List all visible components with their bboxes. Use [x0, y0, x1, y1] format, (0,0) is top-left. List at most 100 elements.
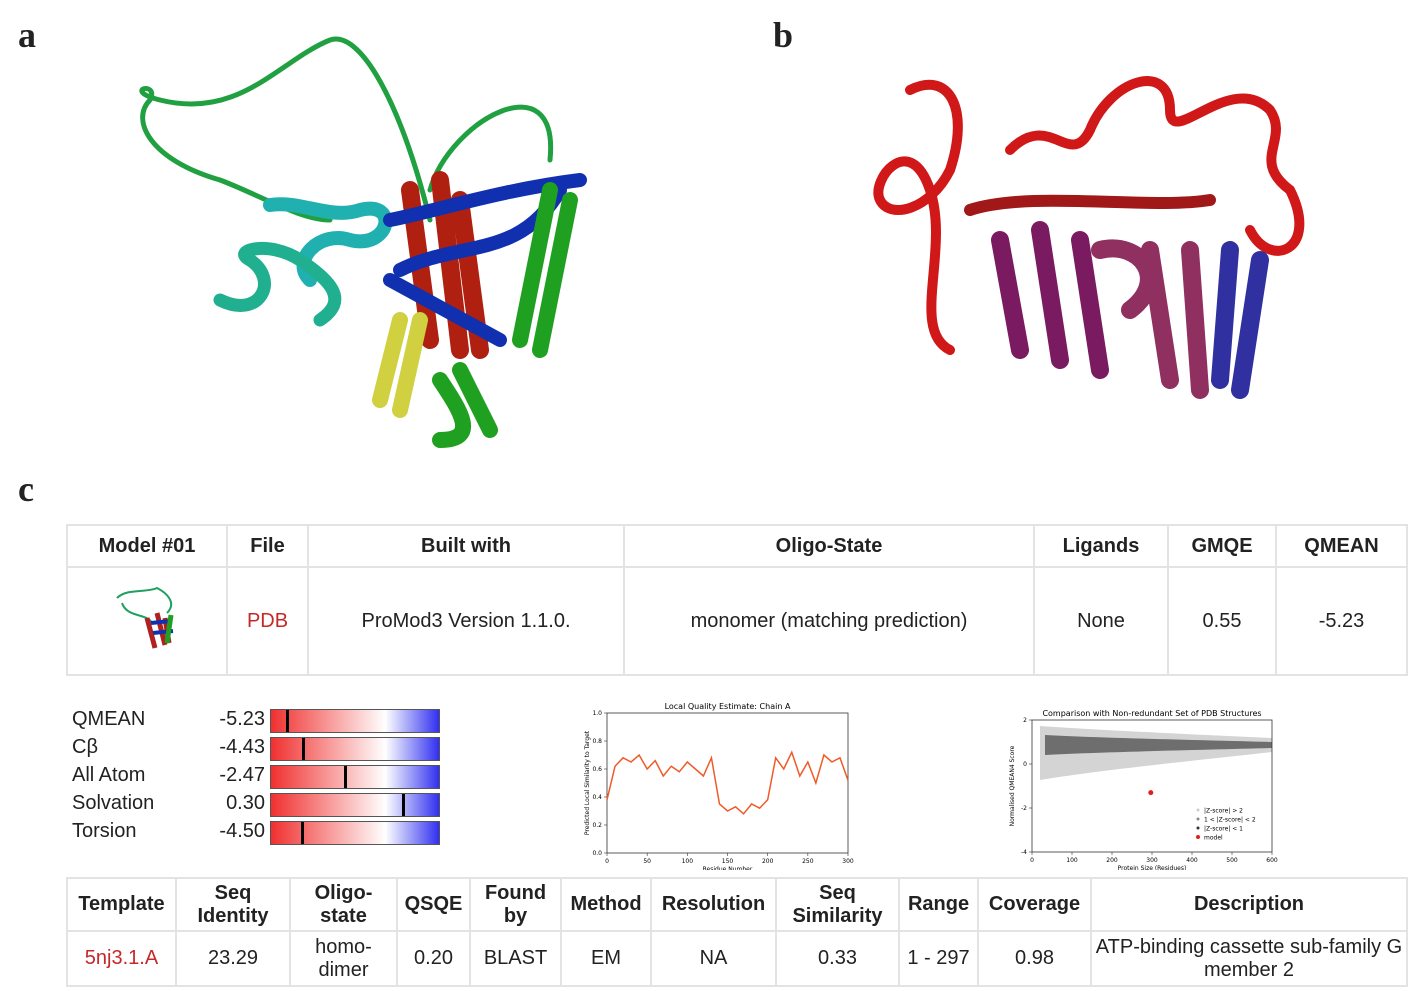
cell: 0.98 [977, 930, 1092, 987]
score-marker [401, 794, 405, 816]
legend-marker [1196, 817, 1200, 821]
cell: BLAST [469, 930, 562, 987]
score-name: Cβ [72, 736, 98, 758]
score-bar [270, 765, 440, 789]
template-table: Template Seq Identity Oligo-state QSQE Found… [66, 877, 1408, 987]
cell: 0.20 [396, 930, 471, 987]
plot-frame [606, 712, 849, 854]
score-name: Solvation [72, 792, 155, 814]
model-point [1148, 790, 1154, 796]
header-cell: Resolution [650, 877, 777, 932]
score-marker [343, 766, 347, 788]
y-tick-label: 2 [1023, 717, 1027, 724]
score-bar [270, 793, 440, 817]
header-cell: GMQE [1167, 524, 1277, 568]
cell: ATP-binding cassette sub-family G member… [1090, 930, 1408, 987]
x-tick-label: 100 [1066, 857, 1078, 864]
header-cell: Oligo-state [289, 877, 398, 932]
cell: EM [560, 930, 652, 987]
header-cell: File [226, 524, 309, 568]
x-tick-label: 300 [1146, 857, 1158, 864]
x-tick-label: 0 [1030, 857, 1034, 864]
cell: 1 - 297 [898, 930, 979, 987]
y-axis-label: Normalised QMEAN4 Score [1009, 745, 1016, 826]
cell: 0.55 [1167, 566, 1277, 676]
model-table: Model #01 File Built with Oligo-State Ligand… [66, 524, 1408, 676]
cell: monomer (matching prediction) [623, 566, 1035, 676]
y-tick-label: 0 [1023, 761, 1027, 768]
cell: PDB [226, 566, 309, 676]
x-tick-label: 500 [1226, 857, 1238, 864]
y-tick-label: -2 [1021, 805, 1027, 812]
x-tick-label: 0 [605, 858, 609, 865]
y-tick-label: -4 [1021, 849, 1027, 856]
score-band-outer [1040, 726, 1272, 780]
cell: NA [650, 930, 777, 987]
x-tick-label: 100 [682, 858, 694, 865]
header-cell: Model #01 [66, 524, 228, 568]
header-cell: Description [1090, 877, 1408, 932]
cell: homo-dimer [289, 930, 398, 987]
score-name: QMEAN [72, 708, 146, 730]
x-tick-label: 300 [842, 858, 854, 865]
y-axis-label: Predicted Local Similarity to Target [584, 730, 591, 835]
header-cell: Built with [307, 524, 625, 568]
plot-title: Comparison with Non-redundant Set of PDB… [1042, 709, 1261, 718]
score-value: -4.43 [219, 736, 265, 758]
legend-label: |Z-score| < 1 [1204, 826, 1243, 833]
legend-label: |Z-score| > 2 [1204, 808, 1243, 815]
header-cell: Template [66, 877, 177, 932]
header-cell: Range [898, 877, 979, 932]
y-tick-label: 1.0 [592, 710, 602, 717]
legend-marker [1196, 826, 1200, 830]
y-tick-label: 0.2 [592, 822, 602, 829]
structure-b [873, 76, 1305, 399]
score-marker [302, 738, 306, 760]
cell: ProMod3 Version 1.1.0. [307, 566, 625, 676]
header-cell: Found by [469, 877, 562, 932]
panel-label: a [18, 15, 36, 55]
thumbnail-cell [66, 566, 228, 676]
header-cell: Oligo-State [623, 524, 1035, 568]
score-bar [270, 709, 440, 733]
y-tick-label: 0.0 [592, 850, 602, 857]
score-value: 0.30 [226, 792, 265, 814]
header-cell: Method [560, 877, 652, 932]
header-cell: Coverage [977, 877, 1092, 932]
x-axis-label: Protein Size (Residues) [1118, 865, 1187, 870]
x-tick-label: 200 [1106, 857, 1118, 864]
x-tick-label: 200 [762, 858, 774, 865]
structure-a [139, 36, 587, 448]
score-name: Torsion [72, 820, 137, 842]
legend-marker [1196, 808, 1200, 812]
x-axis-label: Residue Number [703, 866, 753, 870]
plot-title: Local Quality Estimate: Chain A [665, 702, 791, 711]
panel-label: c [18, 469, 34, 509]
x-tick-label: 150 [722, 858, 734, 865]
cell: 23.29 [175, 930, 291, 987]
header-cell: Seq Similarity [775, 877, 900, 932]
cell: -5.23 [1275, 566, 1408, 676]
legend-marker [1196, 835, 1200, 839]
panel-label: b [773, 15, 794, 55]
legend-label: 1 < |Z-score| < 2 [1204, 817, 1256, 824]
x-tick-label: 250 [802, 858, 814, 865]
score-bar [270, 737, 440, 761]
score-bar [270, 821, 440, 845]
cell: 0.33 [775, 930, 900, 987]
header-cell: QSQE [396, 877, 471, 932]
score-value: -2.47 [219, 764, 265, 786]
x-tick-label: 50 [643, 858, 651, 865]
score-name: All Atom [72, 764, 146, 786]
header-cell: Ligands [1033, 524, 1169, 568]
header-cell: QMEAN [1275, 524, 1408, 568]
y-tick-label: 0.6 [592, 766, 602, 773]
plots: Local Quality Estimate: Chain A Residue N… [584, 702, 1278, 870]
cell: None [1033, 566, 1169, 676]
score-marker [285, 710, 289, 732]
x-tick-label: 400 [1186, 857, 1198, 864]
legend-label: model [1204, 835, 1223, 842]
x-tick-label: 600 [1266, 857, 1278, 864]
header-cell: Seq Identity [175, 877, 291, 932]
